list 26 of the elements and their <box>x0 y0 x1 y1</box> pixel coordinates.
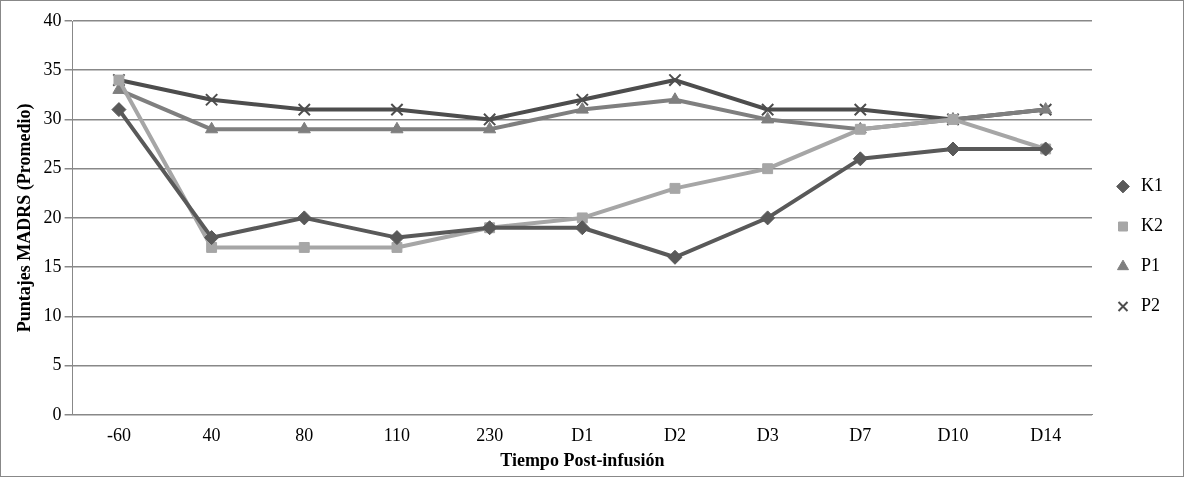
x-tick-label: D3 <box>756 425 779 446</box>
legend-label: K1 <box>1141 175 1163 196</box>
x-tick-label: -60 <box>106 425 131 446</box>
x-tick-label: D1 <box>571 425 594 446</box>
y-tick-label: 40 <box>43 9 62 30</box>
y-tick-label: 0 <box>52 403 62 424</box>
x-tick-label: D7 <box>849 425 872 446</box>
legend-label: P2 <box>1141 295 1161 316</box>
x-tick-label: 230 <box>476 425 504 446</box>
legend-label: P1 <box>1141 255 1161 276</box>
y-tick-label: 10 <box>43 305 62 326</box>
y-tick-label: 35 <box>43 58 62 79</box>
y-tick-label: 15 <box>43 255 62 276</box>
y-axis-title: Puntajes MADRS (Promedio) <box>14 103 36 333</box>
x-tick-label: D2 <box>663 425 686 446</box>
x-tick-label: 110 <box>383 425 411 446</box>
legend-label: K2 <box>1141 215 1163 236</box>
y-tick-label: 25 <box>43 157 62 178</box>
x-tick-label: D10 <box>937 425 969 446</box>
y-tick-label: 20 <box>43 206 62 227</box>
x-axis-title: Tiempo Post-infusión <box>500 449 665 470</box>
x-tick-label: D14 <box>1030 425 1062 446</box>
y-tick-label: 30 <box>43 108 62 129</box>
y-tick-label: 5 <box>52 354 62 375</box>
x-tick-label: 80 <box>295 425 314 446</box>
x-tick-label: 40 <box>202 425 221 446</box>
